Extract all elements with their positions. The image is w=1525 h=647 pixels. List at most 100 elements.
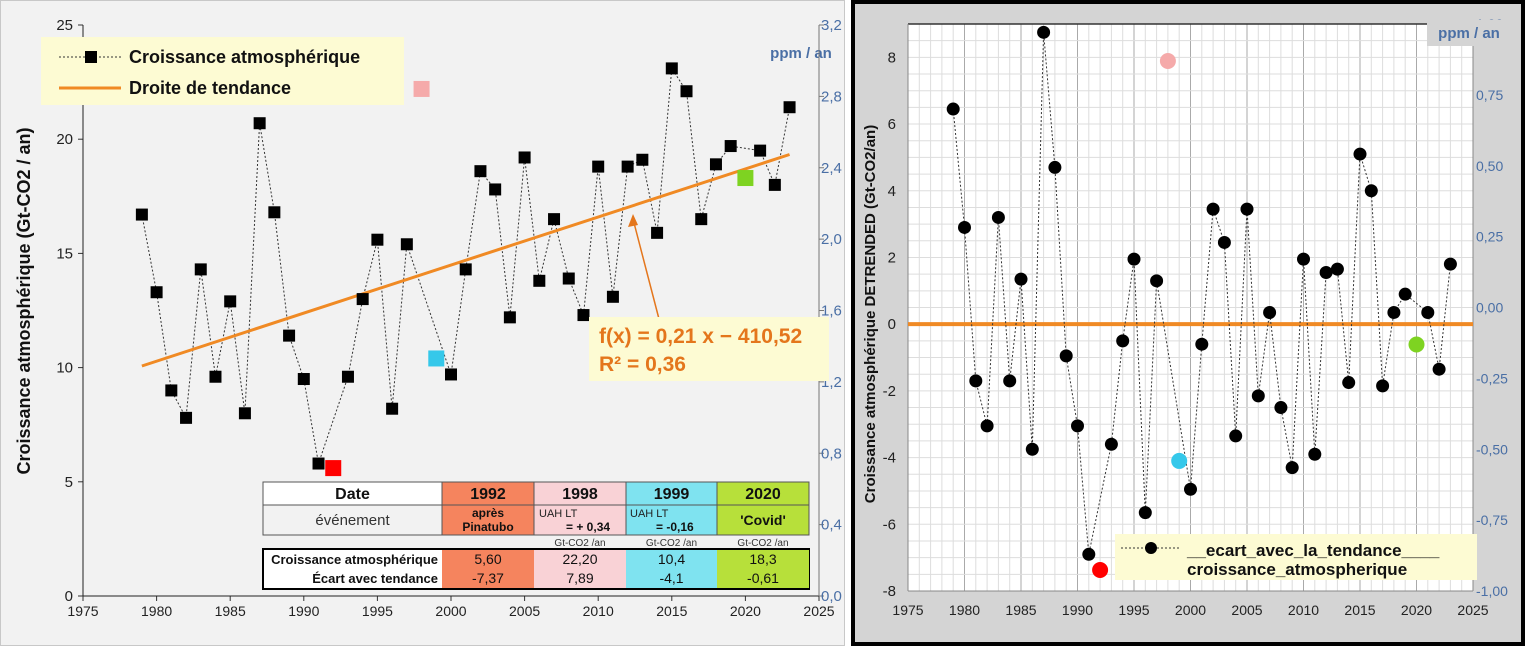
detrended-point xyxy=(1217,235,1231,249)
annotation-box xyxy=(589,317,829,381)
right-chart-panel: 1975 1980 1985 1990 1995 2000 2005 2010 2015 2020… xyxy=(851,0,1525,646)
highlight-point xyxy=(428,350,445,367)
highlight-point xyxy=(413,80,430,97)
table-data-label-cell xyxy=(264,550,442,588)
growth-point xyxy=(636,153,649,166)
y2-tick-label: -0,75 xyxy=(1476,512,1508,528)
table-value-text: -7,37 xyxy=(472,570,504,586)
table-value-text: 10,4 xyxy=(658,551,685,567)
left-chart-svg: 1975 1980 1985 1990 1995 2000 2005 2010 2015 2020… xyxy=(14,17,842,619)
x-tick-label: 2005 xyxy=(509,603,540,619)
y-tick-label: -8 xyxy=(883,583,896,600)
detrended-point xyxy=(1048,160,1062,174)
y-tick-label: 20 xyxy=(56,131,73,148)
detrended-point xyxy=(1037,25,1051,39)
growth-point xyxy=(548,213,561,226)
growth-point xyxy=(312,457,325,470)
growth-point xyxy=(341,370,354,383)
detrended-point xyxy=(1376,379,1390,393)
detrended-point xyxy=(991,210,1005,224)
detrended-point xyxy=(1127,252,1141,266)
table-event-cell xyxy=(533,504,627,536)
legend-trend-label: Droite de tendance xyxy=(129,78,291,98)
y-tick-label: 5 xyxy=(65,474,73,491)
x-tick-label: 2000 xyxy=(1175,602,1206,618)
detrended-point xyxy=(1274,401,1288,415)
x-tick-label: 1985 xyxy=(1005,602,1036,618)
growth-point xyxy=(562,272,575,285)
growth-point xyxy=(386,402,399,415)
growth-point xyxy=(724,140,737,153)
highlight-point xyxy=(1408,336,1425,353)
y2-tick-label: 2,0 xyxy=(821,231,842,248)
detrended-point xyxy=(1082,547,1096,561)
detrended-point xyxy=(1229,429,1243,443)
growth-point xyxy=(665,62,678,75)
detrended-point xyxy=(1025,442,1039,456)
detrended-point xyxy=(1104,437,1118,451)
table-value-text: 7,89 xyxy=(566,570,593,586)
table-value-text: 18,3 xyxy=(749,551,776,567)
table-value-cell xyxy=(717,550,809,569)
detrended-point xyxy=(946,102,960,116)
y-axis-label: Croissance atmosphérique (Gt-CO2 / an) xyxy=(14,127,34,474)
growth-point xyxy=(680,85,693,98)
growth-point xyxy=(445,368,457,381)
table-header-text: 2020 xyxy=(745,486,781,503)
detrended-point xyxy=(1364,184,1378,198)
detrended-point xyxy=(969,374,983,388)
detrended-point xyxy=(1014,272,1028,286)
growth-point xyxy=(606,290,619,303)
growth-point xyxy=(135,208,148,221)
y2-axis-label: ppm / an xyxy=(770,45,832,62)
detrended-point xyxy=(1138,506,1152,520)
detrended-point xyxy=(1251,389,1265,403)
growth-point xyxy=(371,233,384,246)
table-value-cell xyxy=(626,550,717,569)
y2-tick-label: 2,8 xyxy=(821,88,842,105)
x-tick-label: 2020 xyxy=(1401,602,1432,618)
table-value-cell xyxy=(626,569,717,588)
annotation-arrowhead xyxy=(628,214,638,227)
detrended-point xyxy=(1432,362,1446,376)
table-value-cell xyxy=(534,550,626,569)
growth-point xyxy=(459,263,472,276)
x-tick-label: 1995 xyxy=(1118,602,1149,618)
growth-point xyxy=(297,373,310,386)
x-tick-label: 1985 xyxy=(215,603,246,619)
growth-point xyxy=(283,329,296,342)
y-tick-label: 6 xyxy=(888,116,896,133)
table-value-cell xyxy=(717,569,809,588)
highlight-point xyxy=(1171,452,1188,469)
table-event-text: = + 0,34 xyxy=(566,520,610,534)
detrended-point xyxy=(1184,482,1197,496)
legend-box xyxy=(41,37,404,105)
highlight-point xyxy=(1159,53,1176,70)
y-tick-label: 10 xyxy=(56,360,73,377)
detrended-point xyxy=(1353,147,1367,161)
growth-point xyxy=(180,411,193,424)
table-event-cell xyxy=(441,504,535,536)
y2-axis-label: ppm / an xyxy=(1438,25,1500,42)
x-tick-label: 2000 xyxy=(435,603,466,619)
detrended-point xyxy=(1297,252,1310,266)
detrended-point xyxy=(1263,306,1277,320)
detrended-point xyxy=(1443,257,1457,271)
y-tick-label: 0 xyxy=(65,588,73,605)
legend-series-marker xyxy=(1145,542,1157,554)
y2-tick-label: 3,2 xyxy=(821,17,842,34)
y-tick-label: 2 xyxy=(888,249,896,266)
y2-tick-label: -0,50 xyxy=(1476,441,1508,457)
detrended-point xyxy=(1116,334,1130,348)
annotation-leader xyxy=(632,218,660,320)
table-unit-text: Gt-CO2 /an xyxy=(554,538,605,549)
growth-point xyxy=(489,183,502,196)
x-tick-label: 2020 xyxy=(730,603,761,619)
growth-point xyxy=(709,158,722,171)
x-tick-label: 2005 xyxy=(1231,602,1262,618)
detrended-point xyxy=(1285,461,1299,475)
detrended-point xyxy=(1387,306,1401,320)
highlight-point xyxy=(737,170,754,187)
y2-tick-label: -0,25 xyxy=(1476,370,1508,386)
table-row-label: Écart avec tendance xyxy=(312,571,438,586)
